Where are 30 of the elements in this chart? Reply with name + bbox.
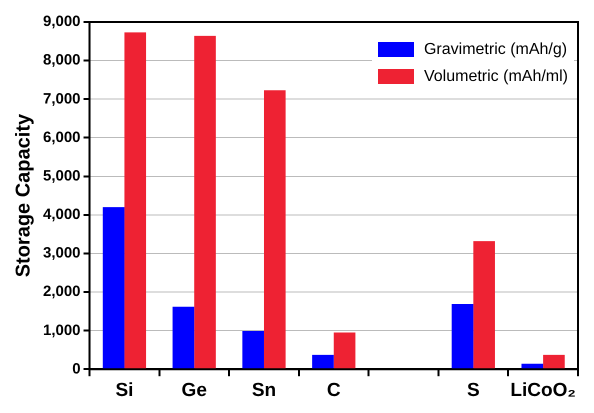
y-tick-label: 4,000: [42, 206, 81, 224]
bar: [102, 207, 124, 369]
bar: [242, 331, 264, 369]
x-tick-label: Si: [115, 380, 134, 401]
y-tick-label: 8,000: [42, 52, 81, 69]
bar: [452, 304, 474, 369]
y-tick-label: 3,000: [42, 244, 81, 262]
bar: [194, 36, 216, 369]
bar: [124, 32, 146, 369]
x-tick-label: Ge: [182, 380, 207, 401]
y-axis-title: Storage Capacity: [12, 113, 35, 278]
y-tick-label: 6,000: [42, 128, 81, 146]
legend-label: Volumetric (mAh/ml): [424, 67, 568, 87]
bar: [172, 306, 194, 369]
x-tick-label: S: [466, 380, 480, 401]
bar: [312, 354, 334, 369]
bar: [334, 332, 356, 369]
y-tick-label: 5,000: [42, 167, 81, 184]
x-tick-label: C: [326, 380, 341, 401]
bar: [543, 354, 565, 369]
y-tick-label: 1,000: [42, 322, 81, 339]
bar: [264, 90, 286, 369]
x-tick-label: LiCoO₂: [510, 380, 576, 401]
y-tick-label: 9,000: [42, 13, 81, 30]
y-tick-label: 0: [72, 360, 81, 378]
legend-label: Gravimetric (mAh/g): [424, 40, 568, 60]
y-tick-label: 2,000: [42, 283, 81, 300]
x-tick-label: Sn: [252, 380, 276, 401]
bar: [473, 241, 495, 369]
y-tick-label: 7,000: [42, 90, 81, 108]
